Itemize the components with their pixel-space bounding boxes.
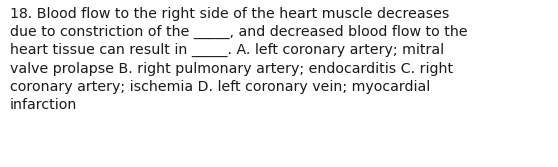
Text: 18. Blood flow to the right side of the heart muscle decreases
due to constricti: 18. Blood flow to the right side of the … (10, 7, 468, 112)
